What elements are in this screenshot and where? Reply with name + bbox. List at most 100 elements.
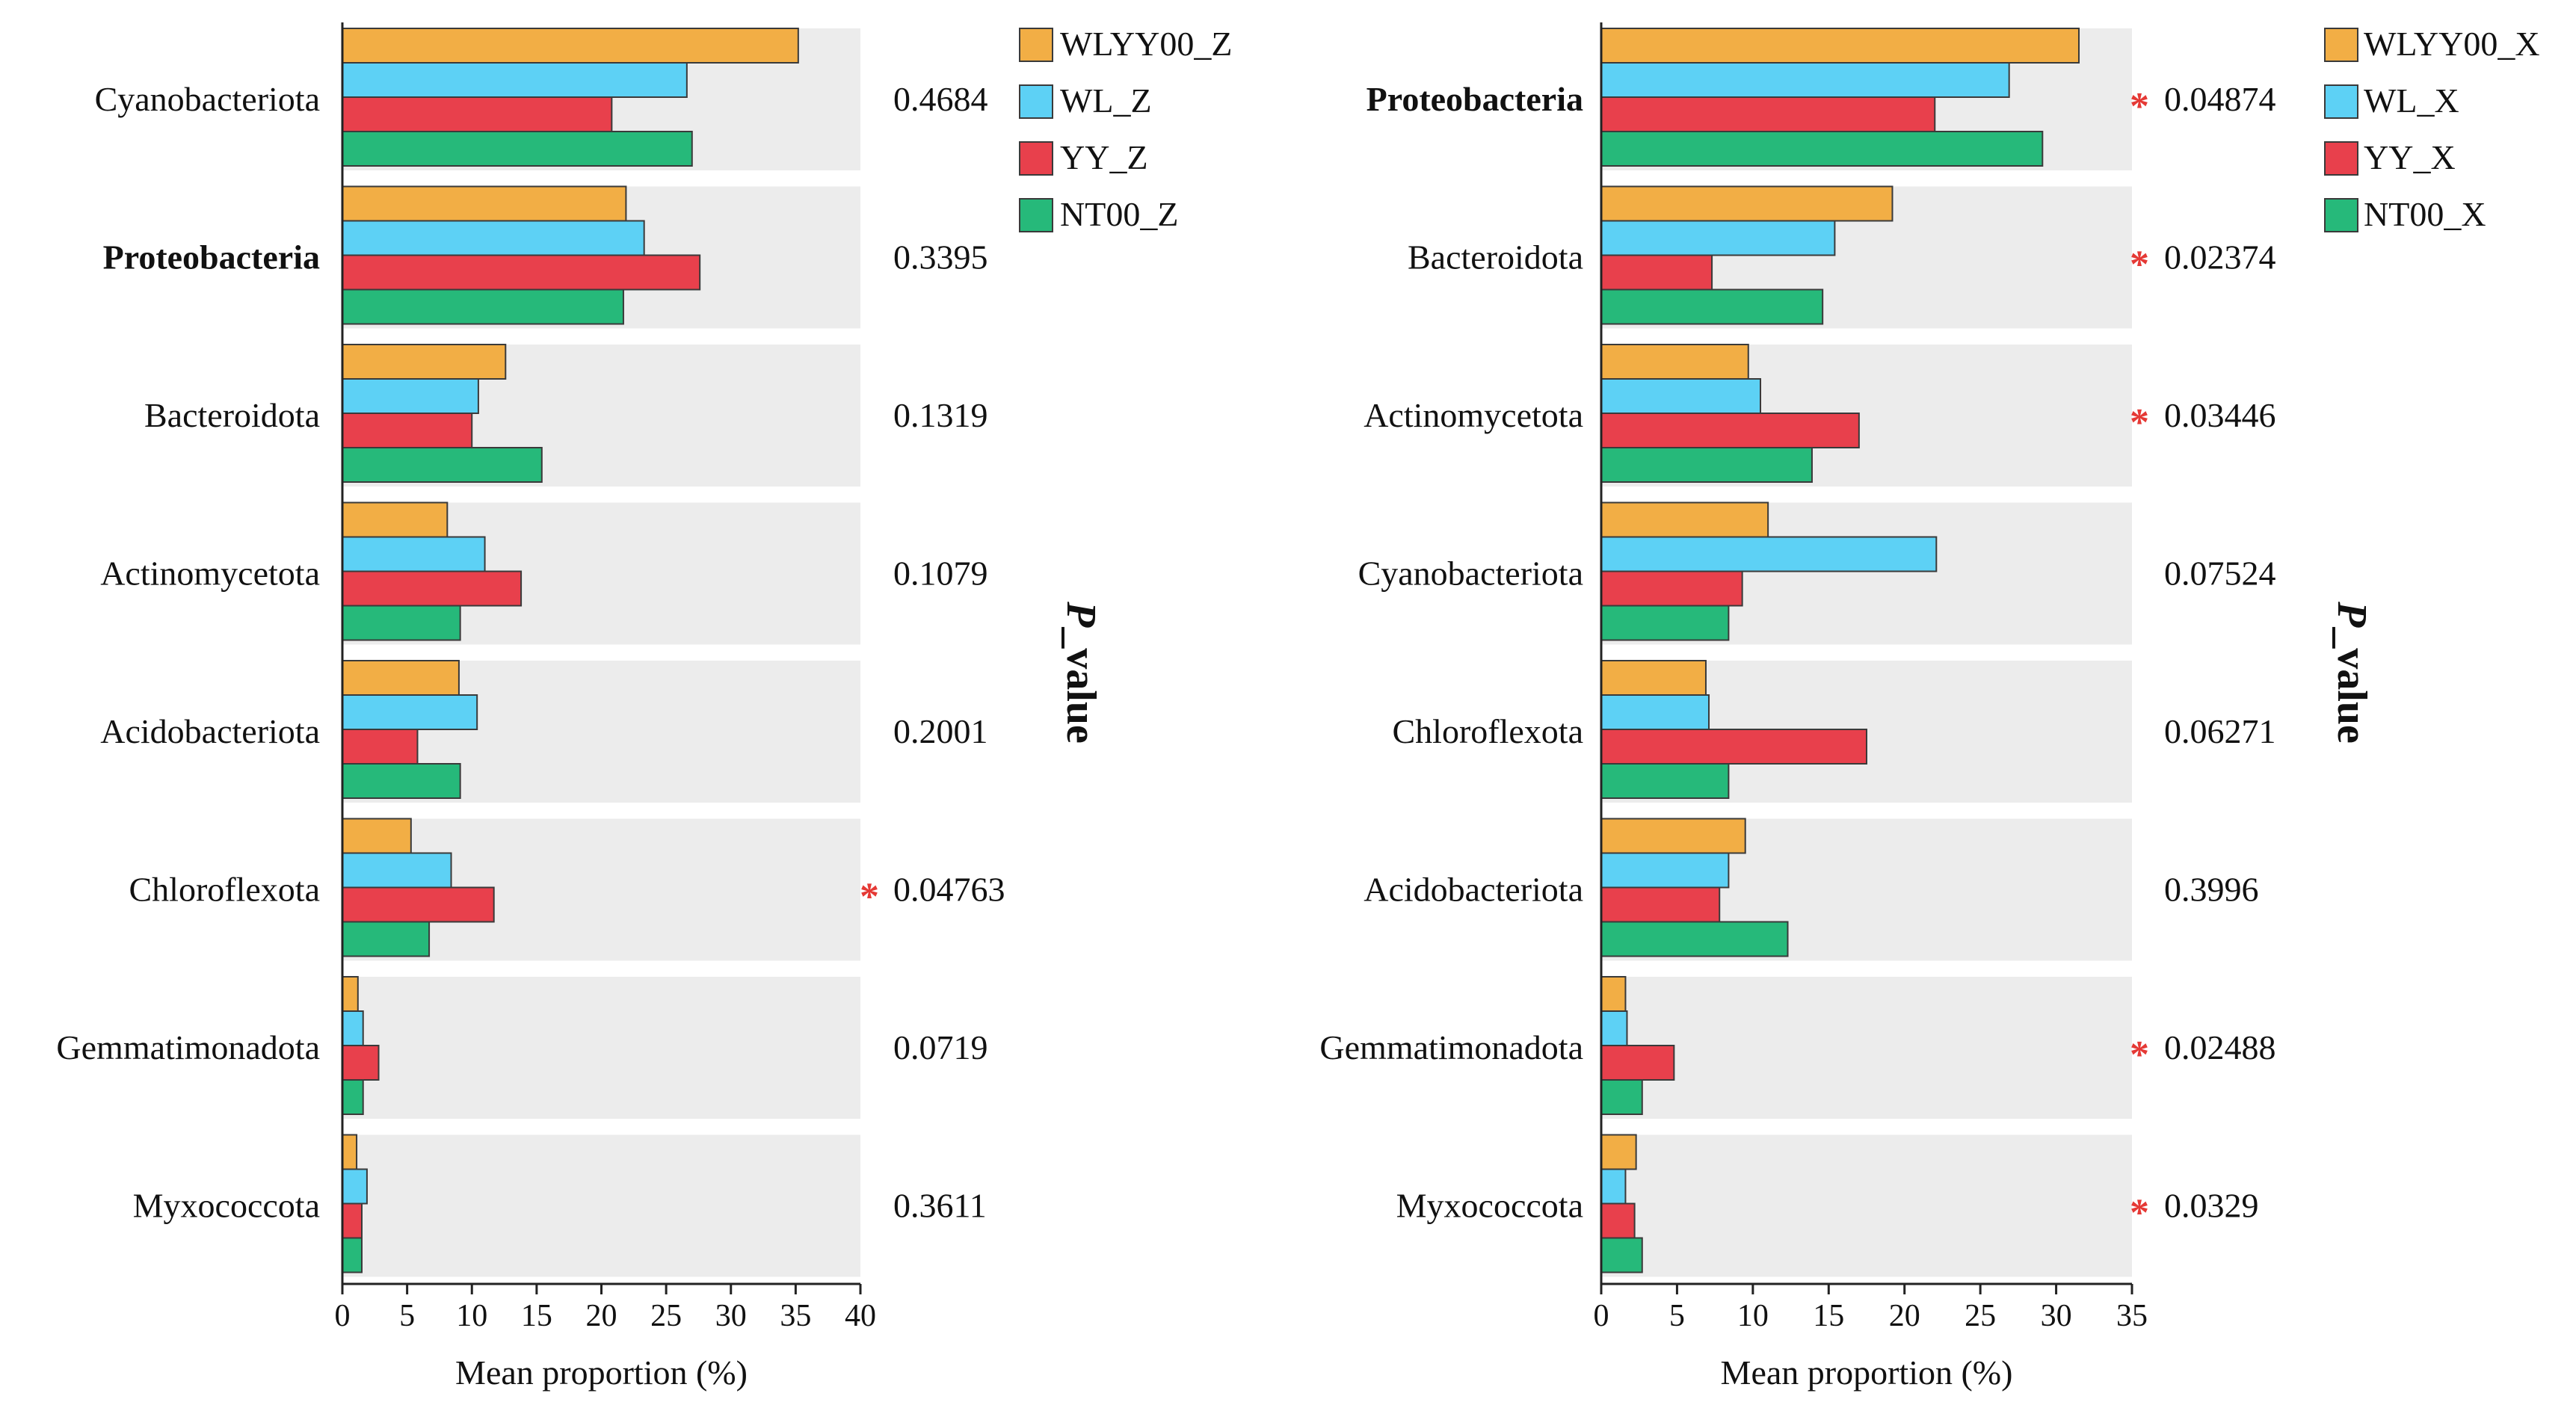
panel-1-p-value: 0.2001 bbox=[893, 712, 988, 750]
panel-1-bar-Gemmatimonadota-WLYY00_Z bbox=[342, 976, 359, 1012]
panel-2-significance-star: * bbox=[2130, 401, 2149, 444]
panel-2-p-value: 0.07524 bbox=[2164, 555, 2276, 593]
panel-2-x-tick-label: 0 bbox=[1594, 1299, 1609, 1333]
panel-2-x-tick-label: 30 bbox=[2041, 1299, 2072, 1333]
panel-1-category-label: Cyanobacteriota bbox=[95, 80, 320, 118]
panel-2-bar-Cyanobacteriota-YY_X bbox=[1600, 570, 1743, 607]
panel-1-bar-Acidobacteriota-NT00_Z bbox=[342, 763, 461, 799]
panel-2-bar-Bacteroidota-YY_X bbox=[1600, 254, 1713, 291]
panel-2-bar-Gemmatimonadota-YY_X bbox=[1600, 1045, 1675, 1081]
panel-1-bar-Myxococcota-YY_Z bbox=[342, 1202, 363, 1239]
panel-1-x-tick-label: 0 bbox=[335, 1299, 351, 1333]
panel-2-x-tick-label: 35 bbox=[2116, 1299, 2148, 1333]
panel-2-bar-Cyanobacteriota-WL_X bbox=[1600, 536, 1938, 572]
panel-2-p-value-title-p: P bbox=[2329, 601, 2375, 628]
panel-2-bar-Bacteroidota-NT00_X bbox=[1600, 288, 1824, 325]
panel-2-bar-Myxococcota-NT00_X bbox=[1600, 1237, 1643, 1273]
panel-2-bar-Bacteroidota-WL_X bbox=[1600, 220, 1836, 256]
panel-1-x-tick-label: 40 bbox=[845, 1299, 876, 1333]
panel-2-p-value-title: P_value bbox=[2329, 601, 2375, 744]
panel-1-bar-Actinomycetota-WL_Z bbox=[342, 536, 486, 572]
panel-1-legend-label: WLYY00_Z bbox=[1060, 25, 1232, 63]
panel-2-category-label: Bacteroidota bbox=[1408, 238, 1583, 277]
panel-1-legend-swatch-WLYY00_Z bbox=[1019, 28, 1053, 62]
panel-1-bar-Chloroflexota-NT00_Z bbox=[342, 921, 431, 957]
panel-2-x-tick-label: 20 bbox=[1889, 1299, 1920, 1333]
panel-1-x-tick-label: 30 bbox=[715, 1299, 747, 1333]
panel-1-bar-Cyanobacteriota-YY_Z bbox=[342, 96, 613, 132]
panel-1-bar-Bacteroidota-WL_Z bbox=[342, 378, 479, 414]
panel-2-category-label: Acidobacteriota bbox=[1364, 871, 1583, 909]
panel-1-bar-Proteobacteria-WL_Z bbox=[342, 220, 645, 256]
panel-2-bar-Actinomycetota-YY_X bbox=[1600, 413, 1860, 448]
panel-2-bar-Myxococcota-WL_X bbox=[1600, 1168, 1627, 1205]
panel-2-bar-Myxococcota-WLYY00_X bbox=[1600, 1134, 1637, 1170]
panel-2-legend-label: YY_X bbox=[2364, 138, 2456, 176]
panel-1-bar-Acidobacteriota-WLYY00_Z bbox=[342, 660, 460, 696]
panel-2-bar-Chloroflexota-NT00_X bbox=[1600, 763, 1730, 799]
panel-2-bar-Actinomycetota-WLYY00_X bbox=[1600, 344, 1749, 380]
panel-2-bar-Actinomycetota-NT00_X bbox=[1600, 447, 1813, 483]
panel-1-p-value: 0.4684 bbox=[893, 80, 988, 118]
panel-2-bar-Proteobacteria-WLYY00_X bbox=[1600, 28, 2080, 64]
panel-1-bar-Cyanobacteriota-NT00_Z bbox=[342, 131, 693, 167]
panel-1-category-label: Proteobacteria bbox=[103, 238, 320, 277]
panel-1-x-tick-label: 25 bbox=[650, 1299, 682, 1333]
panel-1-x-tick-label: 35 bbox=[780, 1299, 811, 1333]
panel-1-bar-Myxococcota-WLYY00_Z bbox=[342, 1134, 358, 1170]
panel-2-legend-label: WLYY00_X bbox=[2364, 25, 2540, 63]
panel-2-bar-Gemmatimonadota-WLYY00_X bbox=[1600, 976, 1627, 1012]
panel-2-bar-Chloroflexota-WL_X bbox=[1600, 694, 1710, 730]
panel-2-bar-Chloroflexota-YY_X bbox=[1600, 729, 1867, 765]
panel-2-x-tick-label: 10 bbox=[1737, 1299, 1769, 1333]
panel-1-x-tick-label: 5 bbox=[399, 1299, 415, 1333]
panel-1-bar-Proteobacteria-YY_Z bbox=[342, 254, 701, 291]
panel-1-bar-Bacteroidota-YY_Z bbox=[342, 413, 473, 448]
panel-2-bar-Bacteroidota-WLYY00_X bbox=[1600, 185, 1894, 222]
panel-1-p-value-title: P_value bbox=[1058, 601, 1104, 744]
panel-1-p-value: 0.1319 bbox=[893, 396, 988, 434]
panel-1-bar-Myxococcota-WL_Z bbox=[342, 1168, 368, 1205]
panel-1-bar-Gemmatimonadota-WL_Z bbox=[342, 1010, 364, 1046]
panel-2-bar-Acidobacteriota-YY_X bbox=[1600, 886, 1721, 923]
panel-2-significance-star: * bbox=[2130, 1192, 2149, 1235]
panel-2-x-tick-label: 5 bbox=[1669, 1299, 1685, 1333]
panel-1-p-value: 0.0719 bbox=[893, 1028, 988, 1066]
panel-1-legend-swatch-WL_Z bbox=[1019, 84, 1053, 119]
panel-2-category-label: Chloroflexota bbox=[1393, 712, 1584, 750]
panel-1-p-value: 0.3611 bbox=[893, 1187, 987, 1225]
panel-1-legend-label: NT00_Z bbox=[1060, 195, 1178, 233]
panel-1-x-axis-title: Mean proportion (%) bbox=[455, 1353, 748, 1392]
panel-2-p-value: 0.03446 bbox=[2164, 396, 2276, 434]
panel-2-bar-Cyanobacteriota-NT00_X bbox=[1600, 605, 1730, 641]
panel-2-legend-swatch-YY_X bbox=[2324, 141, 2358, 176]
panel-2-category-label: Proteobacteria bbox=[1366, 80, 1583, 118]
panel-2-significance-star: * bbox=[2130, 1034, 2149, 1076]
panel-1-p-value: 0.3395 bbox=[893, 238, 988, 277]
panel-2-significance-star: * bbox=[2130, 244, 2149, 286]
panel-1-category-label: Bacteroidota bbox=[144, 396, 320, 434]
panel-2-bar-Proteobacteria-WL_X bbox=[1600, 62, 2010, 98]
panel-2-bar-Chloroflexota-WLYY00_X bbox=[1600, 660, 1707, 696]
panel-1-x-tick-label: 15 bbox=[521, 1299, 552, 1333]
panel-2-legend-label: NT00_X bbox=[2364, 195, 2486, 233]
panel-1-bar-Proteobacteria-NT00_Z bbox=[342, 288, 624, 325]
panel-2-p-value-title-rest: _value bbox=[2329, 626, 2375, 744]
panel-1-band-Gemmatimonadota bbox=[342, 977, 860, 1119]
panel-1-bar-Actinomycetota-YY_Z bbox=[342, 570, 523, 607]
panel-1-band-Myxococcota bbox=[342, 1134, 860, 1277]
panel-1-legend-swatch-NT00_Z bbox=[1019, 198, 1053, 232]
panel-2-category-label: Myxococcota bbox=[1396, 1187, 1583, 1225]
panel-1-bar-Actinomycetota-NT00_Z bbox=[342, 605, 461, 641]
panel-1-p-value-title-p: P bbox=[1058, 601, 1104, 628]
panel-2-band-Myxococcota bbox=[1601, 1134, 2132, 1277]
panel-1-category-label: Actinomycetota bbox=[100, 555, 320, 593]
panel-2-bar-Proteobacteria-NT00_X bbox=[1600, 131, 2044, 167]
panel-2-bar-Gemmatimonadota-WL_X bbox=[1600, 1010, 1628, 1046]
panel-1-significance-star: * bbox=[860, 876, 879, 918]
panel-1-p-value-title-rest: _value bbox=[1058, 626, 1104, 744]
panel-2-category-label: Actinomycetota bbox=[1364, 396, 1583, 434]
panel-1-bar-Acidobacteriota-YY_Z bbox=[342, 729, 419, 765]
panel-2-x-axis-title: Mean proportion (%) bbox=[1721, 1353, 2013, 1392]
